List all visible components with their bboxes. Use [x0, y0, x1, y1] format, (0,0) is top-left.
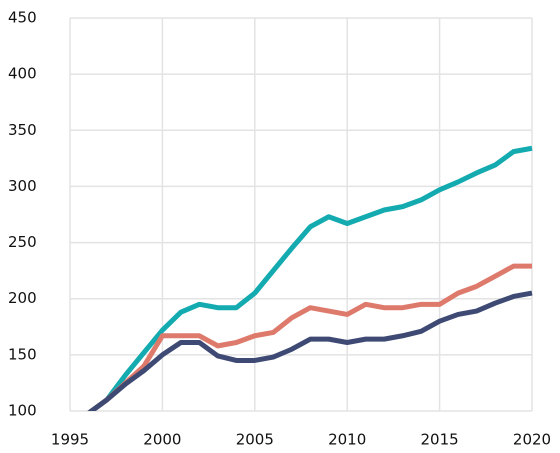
x-tick-label: 1995	[51, 431, 89, 449]
x-tick-label: 2000	[143, 431, 181, 449]
y-tick-label: 250	[8, 233, 37, 251]
y-tick-label: 200	[8, 289, 37, 307]
y-tick-label: 300	[8, 177, 37, 195]
x-tick-label: 2010	[328, 431, 366, 449]
y-tick-label: 400	[8, 65, 37, 83]
y-tick-label: 100	[8, 402, 37, 420]
line-series	[87, 263, 532, 411]
y-tick-label: 450	[8, 9, 37, 27]
y-tick-label: 150	[8, 345, 37, 363]
axis-labels: 100 150 200 250 300 350 400 450 1995 2000 2005 2010…	[8, 9, 551, 449]
y-tick-label: 350	[8, 121, 37, 139]
x-tick-label: 2005	[236, 431, 274, 449]
line-series	[87, 290, 533, 411]
line-series	[87, 145, 533, 411]
x-tick-label: 2015	[421, 431, 459, 449]
grid	[69, 17, 533, 412]
plot-area	[87, 145, 533, 411]
x-tick-label: 2020	[513, 431, 551, 449]
